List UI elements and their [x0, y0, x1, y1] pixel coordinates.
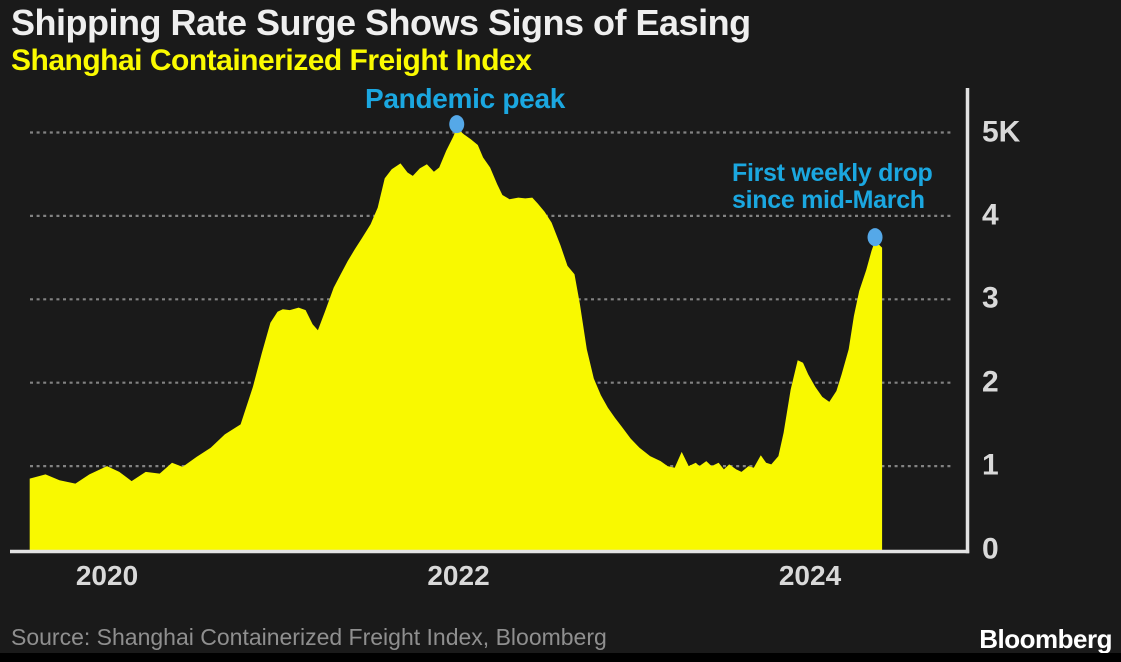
bottom-black-bar [0, 653, 1121, 662]
first-drop-annotation-line2: since mid-March [732, 186, 925, 214]
y-axis-tick-label-2: 2 [982, 365, 999, 399]
x-axis-tick-label-2024: 2024 [778, 560, 842, 591]
x-axis-tick-label-2022: 2022 [427, 560, 490, 591]
y-axis-tick-label-1: 1 [982, 448, 999, 482]
source-line: Source: Shanghai Containerized Freight I… [11, 624, 607, 650]
y-axis-tick-label-4: 4 [982, 198, 999, 232]
chart-subtitle: Shanghai Containerized Freight Index [11, 44, 532, 77]
first-drop-annotation-line1: First weekly drop [732, 159, 933, 187]
first-drop-annotation: First weekly drop since mid-March [732, 160, 933, 214]
freight-index-area-series [29, 128, 883, 551]
chart-title: Shipping Rate Surge Shows Signs of Easin… [11, 2, 751, 43]
pandemic-peak-marker-dot [449, 115, 465, 134]
x-axis-tick-label-2020: 2020 [75, 560, 139, 591]
pandemic-peak-annotation: Pandemic peak [365, 83, 565, 114]
y-axis-tick-label-3: 3 [982, 281, 999, 315]
y-axis-tick-label-0: 0 [982, 532, 999, 566]
bloomberg-logo: Bloomberg [979, 624, 1112, 654]
first-drop-marker-dot [867, 228, 883, 247]
y-axis-tick-label-5K: 5K [982, 115, 1021, 149]
